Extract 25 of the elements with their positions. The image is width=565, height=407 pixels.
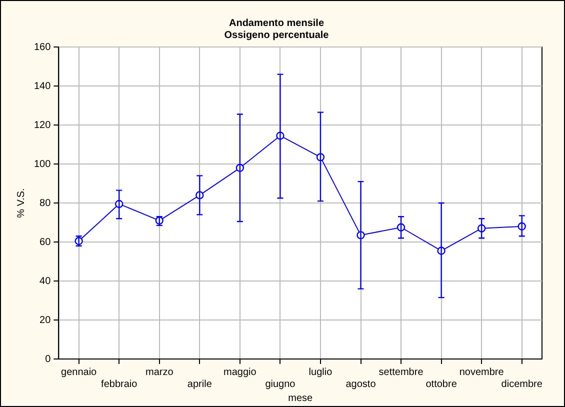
x-tick-label: ottobre bbox=[426, 378, 458, 390]
x-tick-label: settembre bbox=[378, 366, 424, 378]
x-tick-label: giugno bbox=[265, 378, 296, 390]
chart-subtitle: Ossigeno percentuale bbox=[224, 30, 330, 41]
y-tick-label: 60 bbox=[40, 236, 52, 248]
x-tick-label: marzo bbox=[145, 366, 174, 378]
y-tick-label: 140 bbox=[34, 80, 52, 92]
x-tick-label: gennaio bbox=[61, 366, 98, 378]
y-tick-label: 20 bbox=[40, 314, 52, 326]
x-tick-label: novembre bbox=[459, 366, 504, 378]
y-axis-title: % V.S. bbox=[16, 188, 27, 218]
y-tick-label: 160 bbox=[34, 42, 52, 53]
y-tick-label: 0 bbox=[45, 354, 52, 365]
x-tick-label: agosto bbox=[346, 378, 376, 390]
y-tick-label: 40 bbox=[40, 276, 52, 287]
x-axis-title: mese bbox=[288, 392, 314, 404]
x-tick-label: febbraio bbox=[101, 378, 138, 390]
y-tick-label: 100 bbox=[34, 158, 52, 170]
y-tick-label: 80 bbox=[40, 198, 52, 209]
x-tick-label: dicembre bbox=[501, 378, 543, 390]
x-tick-label: aprile bbox=[187, 378, 212, 390]
x-tick-label: luglio bbox=[308, 366, 333, 378]
chart-title: Andamento mensile bbox=[228, 18, 324, 29]
y-tick-label: 120 bbox=[34, 120, 52, 131]
x-tick-label: maggio bbox=[224, 366, 257, 378]
